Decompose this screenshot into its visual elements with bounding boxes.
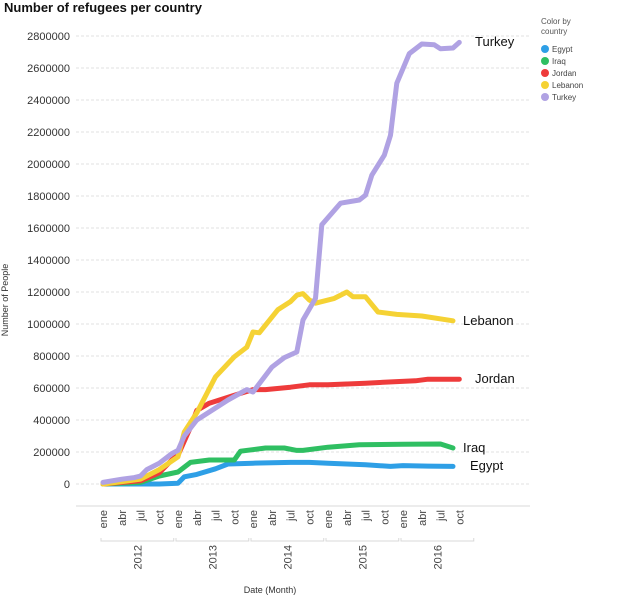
year-bracket — [250, 538, 325, 542]
year-bracket — [175, 538, 250, 542]
end-label-egypt: Egypt — [470, 458, 504, 473]
y-tick-label: 2000000 — [27, 159, 70, 171]
chart-title: Number of refugees per country — [4, 0, 203, 15]
legend-title-line2: country — [541, 27, 567, 36]
x-axis-label: Date (Month) — [244, 585, 297, 595]
legend-swatch-lebanon — [541, 81, 549, 89]
y-tick-label: 0 — [64, 479, 70, 491]
legend-title-line1: Color by — [541, 17, 571, 26]
x-month-tick-label: abr — [342, 510, 354, 526]
legend-swatch-egypt — [541, 45, 549, 53]
end-label-iraq: Iraq — [463, 440, 485, 455]
end-label-turkey: Turkey — [475, 34, 515, 49]
series-line-iraq — [100, 441, 456, 487]
series-end-labels: Egypt Iraq Jordan Lebanon Turkey — [463, 34, 515, 473]
y-axis-ticks: 0 200000 400000 600000 800000 1000000 1200000 1… — [27, 31, 70, 491]
y-tick-label: 2800000 — [27, 31, 70, 43]
x-month-tick-label: oct — [154, 510, 166, 525]
y-tick-label: 1000000 — [27, 319, 70, 331]
x-month-tick-label: jul — [286, 510, 298, 522]
y-tick-label: 1800000 — [27, 191, 70, 203]
legend-item-egypt: Egypt — [552, 45, 573, 54]
series-line-turkey — [100, 39, 462, 485]
x-year-label: 2015 — [357, 545, 369, 569]
legend-item-turkey: Turkey — [552, 93, 576, 102]
x-year-label: 2012 — [132, 545, 144, 569]
y-tick-label: 1600000 — [27, 223, 70, 235]
y-tick-label: 600000 — [33, 383, 70, 395]
x-year-label: 2016 — [432, 545, 444, 569]
x-month-tick-label: jul — [361, 510, 373, 522]
y-tick-label: 2400000 — [27, 95, 70, 107]
x-month-tick-label: abr — [417, 510, 429, 526]
x-year-label: 2014 — [282, 545, 294, 569]
y-tick-label: 1400000 — [27, 255, 70, 267]
legend-swatch-jordan — [541, 69, 549, 77]
y-tick-label: 200000 — [33, 447, 70, 459]
x-month-tick-label: abr — [192, 510, 204, 526]
x-year-label: 2013 — [207, 545, 219, 569]
y-tick-label: 2200000 — [27, 127, 70, 139]
legend: Color by country Egypt Iraq Jordan Lebanon T… — [541, 17, 583, 102]
x-month-tick-label: abr — [267, 510, 279, 526]
x-month-tick-label: oct — [304, 510, 316, 525]
x-month-tick-label: ene — [398, 510, 410, 528]
x-month-tick-label: jul — [436, 510, 448, 522]
x-month-tick-label: abr — [117, 510, 129, 526]
y-tick-label: 800000 — [33, 351, 70, 363]
x-month-tick-label: jul — [211, 510, 223, 522]
x-month-tick-label: ene — [323, 510, 335, 528]
x-month-tick-label: ene — [98, 510, 110, 528]
end-label-lebanon: Lebanon — [463, 313, 514, 328]
y-axis-label: Number of People — [0, 264, 10, 337]
gridlines — [76, 35, 530, 485]
y-tick-label: 2600000 — [27, 63, 70, 75]
y-tick-label: 400000 — [33, 415, 70, 427]
legend-item-jordan: Jordan — [552, 69, 576, 78]
series-lines — [100, 39, 462, 487]
legend-item-iraq: Iraq — [552, 57, 566, 66]
legend-swatch-turkey — [541, 93, 549, 101]
end-label-jordan: Jordan — [475, 371, 515, 386]
x-month-tick-label: oct — [454, 510, 466, 525]
year-bracket — [400, 538, 475, 542]
series-line-egypt — [100, 459, 456, 487]
x-month-tick-label: oct — [379, 510, 391, 525]
y-tick-label: 1200000 — [27, 287, 70, 299]
x-month-tick-label: jul — [136, 510, 148, 522]
year-bracket — [325, 538, 400, 542]
year-bracket — [100, 538, 175, 542]
x-month-tick-label: ene — [173, 510, 185, 528]
legend-item-lebanon: Lebanon — [552, 81, 583, 90]
x-month-tick-label: oct — [229, 510, 241, 525]
x-month-tick-label: ene — [248, 510, 260, 528]
legend-swatch-iraq — [541, 57, 549, 65]
